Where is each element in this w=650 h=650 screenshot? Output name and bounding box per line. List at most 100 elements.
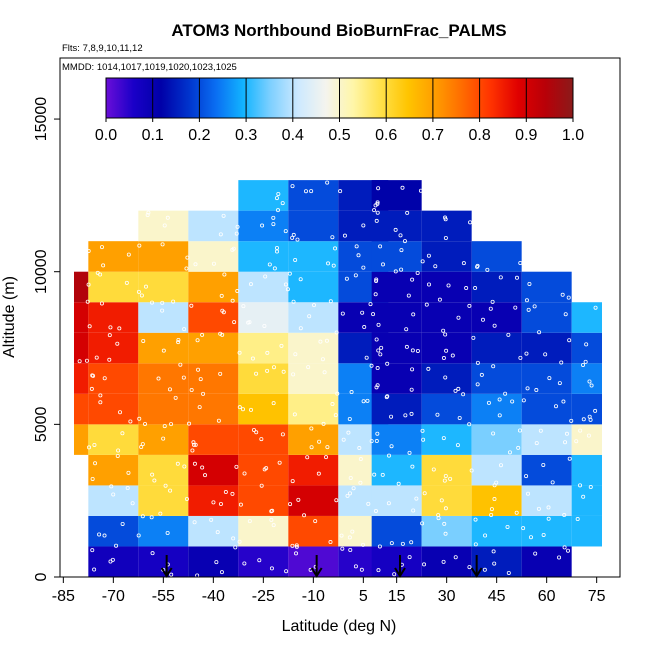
sample-dot xyxy=(171,299,176,304)
sample-dot xyxy=(290,184,295,189)
sample-dot xyxy=(99,301,104,306)
sample-dot xyxy=(375,201,380,206)
heatmap-cell xyxy=(421,485,472,516)
sample-dot xyxy=(231,536,236,541)
sample-dot xyxy=(497,397,502,402)
heatmap-cell xyxy=(471,271,522,303)
sample-dot xyxy=(335,391,340,396)
sample-dot xyxy=(276,191,281,196)
sample-dot xyxy=(309,445,314,450)
sample-dot xyxy=(536,506,541,511)
sample-dot xyxy=(369,363,374,368)
sample-dot xyxy=(350,529,355,534)
sample-dot xyxy=(475,263,480,268)
sample-dot xyxy=(283,229,288,234)
sample-dot xyxy=(410,277,415,282)
sample-dot xyxy=(293,258,298,263)
heatmap-cell xyxy=(471,332,522,364)
y-tick-label: 10000 xyxy=(33,249,50,294)
sample-dot xyxy=(141,338,146,343)
sample-dot xyxy=(200,332,205,337)
sample-dot xyxy=(366,501,371,506)
sample-dot xyxy=(420,259,425,264)
sample-dot xyxy=(250,356,255,361)
sample-dot xyxy=(405,210,410,215)
sample-dot xyxy=(587,379,592,384)
sample-dot xyxy=(488,306,493,311)
sample-dot xyxy=(143,284,148,289)
sample-dot xyxy=(107,357,112,362)
sample-dot xyxy=(392,572,397,577)
sample-dot xyxy=(541,532,546,537)
sample-dot xyxy=(507,450,512,455)
sample-dot xyxy=(480,317,485,322)
sample-dot xyxy=(294,544,299,549)
sample-dot xyxy=(292,412,297,417)
sample-dot xyxy=(567,338,572,343)
sample-dot xyxy=(587,414,592,419)
sample-dot xyxy=(189,388,194,393)
sample-dot xyxy=(369,439,374,444)
heatmap-cell xyxy=(88,241,139,272)
sample-dot xyxy=(160,300,165,305)
sample-dot xyxy=(115,453,120,458)
sample-dot xyxy=(167,387,172,392)
sample-dot xyxy=(361,399,366,404)
sample-dot xyxy=(162,223,167,228)
sample-dot xyxy=(527,281,532,286)
colorbar: 0.0 0.1 0.2 0.3 0.4 0.5 0.6 0.7 0.8 0.9 1.0 xyxy=(95,77,584,144)
sample-dot xyxy=(270,508,275,513)
sample-dot xyxy=(358,457,363,462)
sample-dot xyxy=(108,559,113,564)
heatmap-cell xyxy=(421,515,472,547)
sample-dot xyxy=(433,264,438,269)
sample-dot xyxy=(593,408,598,413)
sample-dot xyxy=(513,305,518,310)
sample-dot xyxy=(578,428,583,433)
sample-dot xyxy=(195,338,200,343)
sample-dot xyxy=(435,412,440,417)
sample-dot xyxy=(247,519,252,524)
sample-dot xyxy=(374,439,379,444)
flight-arrow xyxy=(470,555,483,578)
sample-dot xyxy=(215,530,220,535)
sample-dot xyxy=(290,543,295,548)
sample-dot xyxy=(149,515,154,520)
sample-dot xyxy=(456,315,461,320)
sample-dot xyxy=(290,479,295,484)
heatmap-cell xyxy=(471,424,522,455)
x-tick-label: 15 xyxy=(388,588,406,605)
sample-dot xyxy=(353,273,358,278)
sample-dot xyxy=(534,441,539,446)
sample-dot xyxy=(274,196,279,201)
sample-dot xyxy=(581,362,586,367)
sample-dot xyxy=(143,421,148,426)
sample-dot xyxy=(163,483,168,488)
heatmap-cell xyxy=(238,302,289,333)
x-tick-label: 45 xyxy=(488,588,506,605)
heatmap-cell xyxy=(238,241,289,272)
sample-dot xyxy=(441,356,446,361)
sample-dot xyxy=(407,555,412,560)
sample-dot xyxy=(443,473,448,478)
sample-dot xyxy=(279,343,284,348)
sample-dot xyxy=(588,485,593,490)
sample-dot xyxy=(393,269,398,274)
sample-dot xyxy=(409,540,414,545)
sample-dot xyxy=(469,468,474,473)
sample-dot xyxy=(324,455,329,460)
sample-dot xyxy=(220,332,225,337)
colorbar-tick-label: 0.1 xyxy=(142,127,164,144)
sample-dot xyxy=(378,244,383,249)
heatmap-cell xyxy=(371,302,422,333)
sample-dot xyxy=(422,562,427,567)
sample-dot xyxy=(342,233,347,238)
x-tick-label: -25 xyxy=(252,588,275,605)
sample-dot xyxy=(98,393,103,398)
sample-dot xyxy=(373,508,378,513)
heatmap-cell xyxy=(521,485,572,516)
sample-dot xyxy=(108,325,113,330)
heatmap-cell xyxy=(88,393,139,425)
sample-dot xyxy=(324,338,329,343)
sample-dot xyxy=(375,200,380,205)
